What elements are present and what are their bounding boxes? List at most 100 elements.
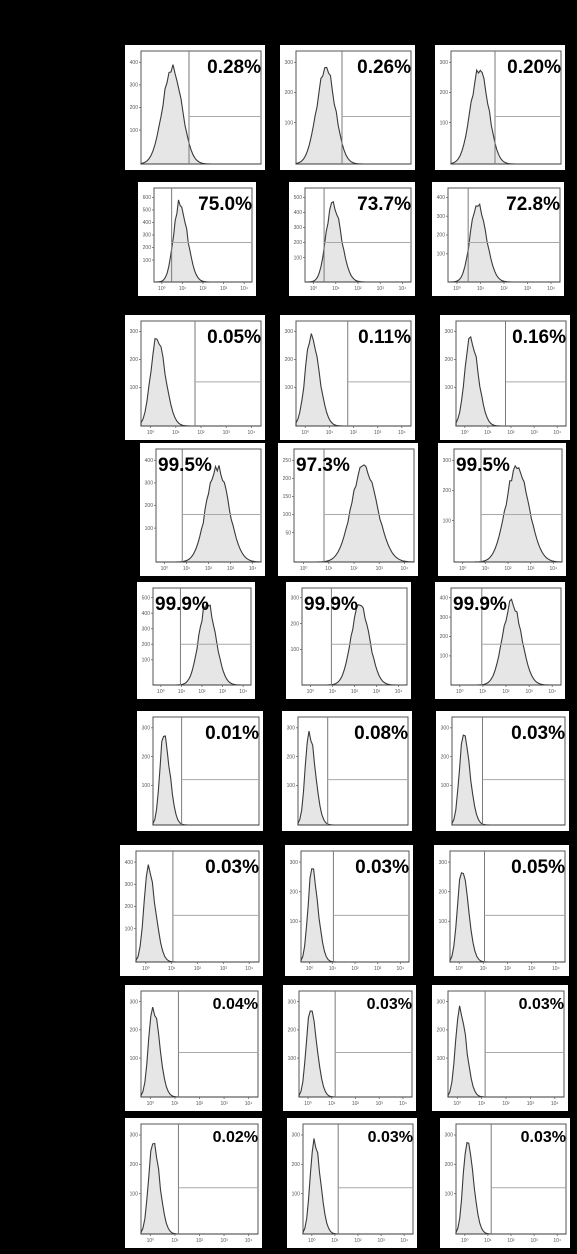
gate-percentage-label: 99.5% [158,455,212,476]
y-tick-label: 100 [285,120,294,126]
gate-percentage-label: 0.04% [213,996,258,1013]
x-tick-label: 10² [350,566,358,572]
x-tick-label: 10⁴ [240,286,248,292]
gate-percentage-label: 0.03% [519,996,564,1013]
histogram-curve [450,68,561,165]
x-tick-label: 10⁴ [547,286,555,292]
x-tick-label: 10¹ [480,966,488,972]
x-tick-label: 10⁰ [157,689,165,695]
x-tick-label: 10⁰ [158,286,166,292]
x-tick-label: 10¹ [328,1101,336,1107]
y-tick-label: 400 [294,210,303,216]
x-tick-label: 10³ [374,966,382,972]
x-tick-label: 10⁰ [147,1238,155,1244]
x-tick-label: 10⁰ [456,689,464,695]
y-tick-label: 100 [287,783,296,789]
gate-percentage-label: 97.3% [296,455,350,476]
y-tick-label: 200 [130,105,139,111]
y-tick-label: 100 [441,783,450,789]
x-tick-label: 10⁰ [459,566,467,572]
panel-r3-c2: 300 200 100 10⁰ 10¹ 10² 10³ 10⁴ 0.11% [280,315,415,440]
y-tick-label: 100 [143,258,152,264]
panel-r5-c1: 500 400 300 200 100 10⁰ 10¹ 10² 10³ 10⁴ 99.9% [137,582,255,699]
x-tick-label: 10³ [528,966,536,972]
x-tick-label: 10¹ [329,689,337,695]
x-tick-label: 10² [502,1101,510,1107]
y-tick-label: 200 [440,90,449,96]
gate-percentage-label: 72.8% [506,194,560,215]
panel-r9-c2: 300 200 100 10⁰ 10¹ 10² 10³ 10⁴ 0.03% [287,1118,417,1248]
y-tick-label: 200 [145,503,154,509]
panel-r6-c1: 300 200 100 0.01% [137,711,263,831]
x-tick-label: 10² [504,566,512,572]
x-tick-label: 10⁴ [397,966,405,972]
histogram-curve [302,604,407,686]
y-tick-label: 100 [440,654,449,660]
y-tick-label: 200 [292,1162,301,1168]
panel-r1-c1: 400 300 200 100 0.28% [125,45,265,170]
panel-r2-c3: 400 300 200 100 10⁰ 10¹ 10² 10³ 10⁴ 72.8% [432,182,564,296]
x-tick-label: 10³ [220,286,228,292]
panel-r7-c1: 400 300 200 100 10⁰ 10¹ 10² 10³ 10⁴ 0.03% [120,845,263,976]
x-tick-label: 10⁰ [161,566,169,572]
x-tick-label: 10² [196,1101,204,1107]
x-tick-label: 10¹ [484,1238,492,1244]
x-tick-label: 10⁰ [147,430,155,436]
panel-r3-c3: 300 200 100 10⁰ 10¹ 10² 10³ 10⁴ 0.16% [440,315,570,440]
x-tick-label: 10³ [373,689,381,695]
y-tick-label: 100 [443,518,452,524]
histogram-curve [154,199,252,283]
x-tick-label: 10⁰ [461,430,469,436]
y-tick-label: 300 [130,1133,139,1139]
panel-r6-c3: 300 200 100 0.03% [436,711,569,831]
gate-percentage-label: 0.16% [512,327,566,348]
x-tick-label: 10⁰ [453,1101,461,1107]
histogram-curve [140,64,261,165]
y-tick-label: 300 [125,882,134,888]
x-tick-label: 10⁴ [400,1238,408,1244]
x-tick-label: 10³ [376,1101,384,1107]
y-tick-label: 300 [443,458,452,464]
y-tick-label: 200 [439,889,448,895]
y-tick-label: 100 [130,128,139,134]
histogram-curve [156,464,262,563]
x-tick-label: 10² [352,1101,360,1107]
y-tick-label: 200 [283,476,292,482]
y-tick-label: 100 [439,919,448,925]
gate-percentage-label: 0.03% [205,857,259,878]
x-tick-label: 10¹ [331,1238,339,1244]
x-tick-label: 10⁴ [398,430,406,436]
panel-r4-c3: 300 200 100 10⁰ 10¹ 10² 10³ 10⁴ 99.5% [438,443,566,576]
x-tick-label: 10⁴ [552,966,560,972]
y-tick-label: 300 [440,60,449,66]
x-tick-label: 10² [205,566,213,572]
y-tick-label: 150 [283,494,292,500]
x-tick-label: 10¹ [478,1101,486,1107]
y-tick-label: 300 [294,225,303,231]
x-tick-label: 10⁴ [248,430,256,436]
y-tick-label: 600 [143,195,152,201]
histogram-curve [295,66,411,165]
histogram-curve [454,464,563,563]
x-tick-label: 10¹ [326,430,334,436]
x-tick-label: 10² [507,430,515,436]
y-tick-label: 300 [142,626,151,632]
y-tick-label: 100 [130,1056,139,1062]
gate-percentage-label: 0.11% [358,327,411,348]
y-tick-label: 500 [143,208,152,214]
x-tick-label: 10³ [374,430,382,436]
y-tick-label: 200 [285,90,294,96]
x-tick-label: 10² [199,286,207,292]
gate-percentage-label: 75.0% [198,194,252,215]
y-tick-label: 200 [130,357,139,363]
y-tick-label: 200 [288,1028,297,1034]
x-tick-label: 10¹ [329,966,337,972]
y-tick-label: 300 [292,1133,301,1139]
y-tick-label: 300 [143,233,152,239]
y-tick-label: 200 [125,904,134,910]
y-tick-label: 300 [288,999,297,1005]
y-tick-label: 400 [145,458,154,464]
x-tick-label: 10³ [376,566,384,572]
x-tick-label: 10¹ [332,286,340,292]
x-tick-label: 10¹ [168,966,176,972]
